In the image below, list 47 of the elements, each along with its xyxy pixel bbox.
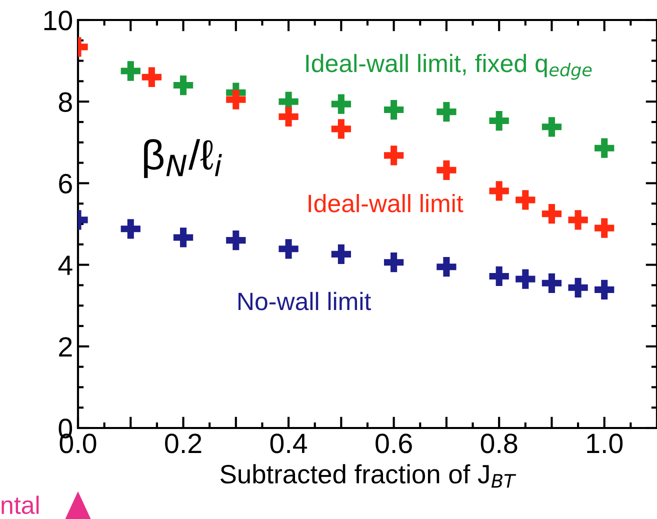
point	[568, 210, 588, 230]
point	[384, 146, 404, 166]
x-tick-label: 1.0	[587, 434, 623, 454]
point	[489, 110, 509, 131]
point	[226, 230, 246, 250]
y-tick-label: 10	[44, 10, 72, 30]
point	[278, 106, 298, 127]
point	[120, 219, 140, 239]
point	[436, 160, 456, 180]
y-tick-label: 2	[59, 337, 72, 356]
point	[120, 61, 140, 81]
point	[516, 190, 536, 210]
point	[489, 181, 509, 201]
point	[331, 244, 352, 264]
point	[594, 280, 614, 300]
point	[516, 269, 536, 289]
series-label: Ideal-wall limit	[308, 194, 464, 212]
point	[542, 117, 562, 137]
y-tick-label: 8	[58, 92, 72, 112]
series-label: No-wall limit	[238, 292, 371, 310]
point	[489, 266, 509, 286]
point	[594, 138, 614, 158]
text: ntal	[2, 496, 39, 514]
point	[594, 218, 614, 238]
point	[278, 239, 298, 259]
point	[384, 100, 404, 120]
point	[568, 278, 588, 298]
x-tick-label: 0.8	[480, 434, 518, 454]
point	[173, 228, 194, 248]
x-tick-label: 0.6	[376, 434, 412, 454]
x-axis-title: Subtracted fraction of J$_{BT}$	[220, 464, 516, 488]
point	[142, 67, 162, 87]
x-tick-label: 0.4	[270, 434, 308, 454]
y-tick-label: 4	[58, 256, 72, 275]
point	[226, 90, 246, 110]
point	[542, 273, 562, 293]
point	[542, 204, 562, 224]
y-tick-label: 6	[59, 174, 72, 194]
point	[331, 94, 352, 114]
x-tick-label: 0.2	[165, 434, 202, 454]
point	[436, 102, 456, 122]
point	[173, 75, 194, 96]
point	[436, 257, 456, 277]
point	[331, 119, 352, 139]
point	[384, 252, 404, 272]
series-label: Ideal-wall limit, fixed q$_{edge}$	[306, 54, 592, 80]
y-axis-title: β$_{N}$/ℓ$_{i}$	[144, 139, 222, 178]
